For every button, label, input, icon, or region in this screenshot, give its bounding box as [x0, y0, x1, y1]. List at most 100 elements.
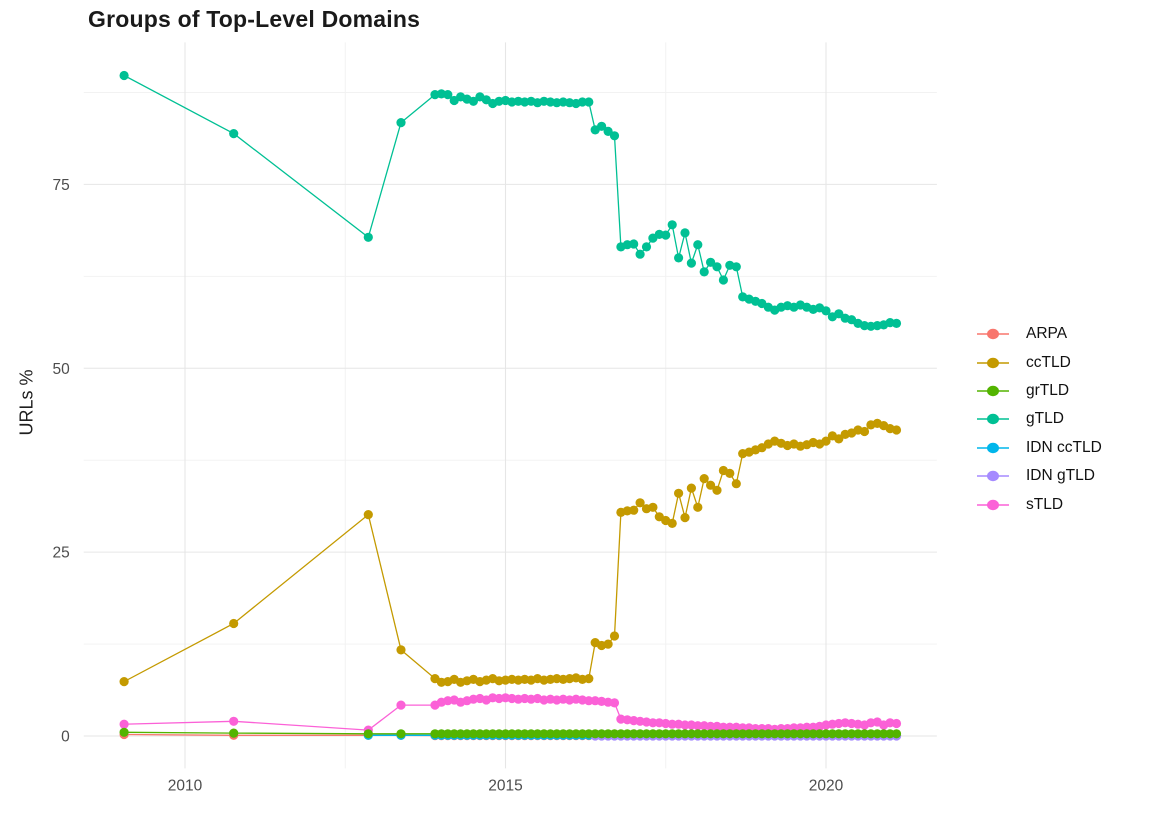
axis-tick-labels: 2010 2015 2020 0 25 50 75 [52, 177, 843, 794]
data-point [119, 677, 129, 687]
legend-key-icon [977, 442, 1009, 453]
x-tick-label: 2020 [809, 777, 844, 794]
data-point [763, 729, 773, 739]
legend-item-gTLD: gTLD [976, 405, 1102, 433]
gridlines [83, 42, 937, 769]
chart-title: Groups of Top-Level Domains [88, 6, 421, 32]
data-point [667, 719, 677, 729]
data-point [866, 729, 876, 739]
data-point [693, 502, 703, 512]
data-point [603, 639, 613, 649]
data-point [891, 718, 902, 729]
legend-item-label: IDN ccTLD [1026, 438, 1102, 456]
data-point [468, 729, 478, 739]
data-point [500, 729, 511, 739]
data-point [635, 249, 645, 259]
data-point [641, 729, 652, 739]
data-point [712, 729, 722, 739]
data-point [609, 698, 620, 708]
data-point [363, 509, 373, 520]
data-point [693, 240, 703, 250]
data-point [526, 729, 536, 739]
legend-key-icon [977, 328, 1009, 340]
data-point [396, 645, 406, 655]
data-point [475, 729, 485, 739]
y-tick-label: 75 [52, 177, 69, 194]
data-point [725, 729, 735, 739]
data-point [584, 674, 594, 684]
data-point [648, 729, 658, 739]
data-point [456, 729, 466, 739]
series-lines [123, 74, 897, 737]
data-point [552, 729, 562, 739]
data-point [603, 729, 613, 739]
data-point [802, 722, 812, 732]
data-point [635, 729, 645, 739]
data-point [119, 70, 129, 81]
data-point [597, 121, 607, 131]
data-point [507, 729, 517, 739]
data-point [699, 267, 709, 277]
legend-key-icon [977, 357, 1009, 368]
data-point [725, 722, 735, 732]
data-point [693, 729, 703, 739]
data-point [513, 729, 523, 739]
legend-item-ccTLD: ccTLD [976, 348, 1102, 376]
data-point [667, 729, 677, 739]
data-point [706, 480, 716, 490]
data-point [468, 96, 478, 106]
data-point [629, 505, 639, 515]
legend: ARPA ccTLD grTLD gTLD IDN ccTLD IDN gTLD sTLD [976, 320, 1102, 519]
data-point [629, 239, 639, 249]
x-tick-label: 2015 [488, 777, 522, 794]
data-point [712, 262, 722, 272]
data-point [872, 729, 882, 739]
data-point [539, 729, 549, 739]
data-point [603, 126, 613, 136]
data-point [789, 729, 799, 739]
data-point [648, 502, 658, 512]
series-points-sTLD [119, 693, 902, 735]
legend-item-IDN gTLD: IDN gTLD [976, 462, 1102, 490]
data-point [802, 729, 812, 739]
data-point [821, 436, 831, 446]
data-point [622, 729, 632, 739]
data-point [396, 118, 406, 128]
data-point [879, 729, 889, 739]
data-point [674, 729, 684, 739]
legend-item-label: grTLD [1026, 381, 1070, 399]
series-points-grTLD [119, 727, 902, 739]
data-point [725, 468, 735, 478]
data-point [674, 488, 684, 498]
data-point [706, 257, 716, 267]
data-point [693, 721, 703, 731]
data-point [229, 728, 239, 738]
data-point [686, 258, 697, 268]
data-point [396, 700, 406, 710]
data-point [577, 97, 588, 107]
data-point [718, 729, 729, 739]
data-point [718, 275, 729, 285]
legend-item-label: sTLD [1026, 495, 1064, 513]
data-point [731, 479, 741, 489]
data-point [847, 729, 857, 739]
data-point [488, 729, 498, 739]
data-point [629, 729, 639, 739]
data-point [891, 425, 902, 435]
legend-item-label: gTLD [1026, 410, 1064, 428]
series-line-ccTLD [123, 422, 897, 683]
data-point [430, 729, 440, 739]
data-point [616, 729, 626, 739]
data-point [853, 729, 863, 739]
data-point [821, 306, 831, 316]
data-point [891, 729, 902, 739]
data-point [680, 729, 690, 739]
legend-key-icon [977, 414, 1009, 425]
data-point [119, 727, 129, 737]
data-point [609, 131, 620, 141]
data-point [738, 729, 748, 739]
data-point [686, 729, 697, 739]
data-point [481, 729, 491, 739]
series-line-gTLD [123, 74, 897, 327]
